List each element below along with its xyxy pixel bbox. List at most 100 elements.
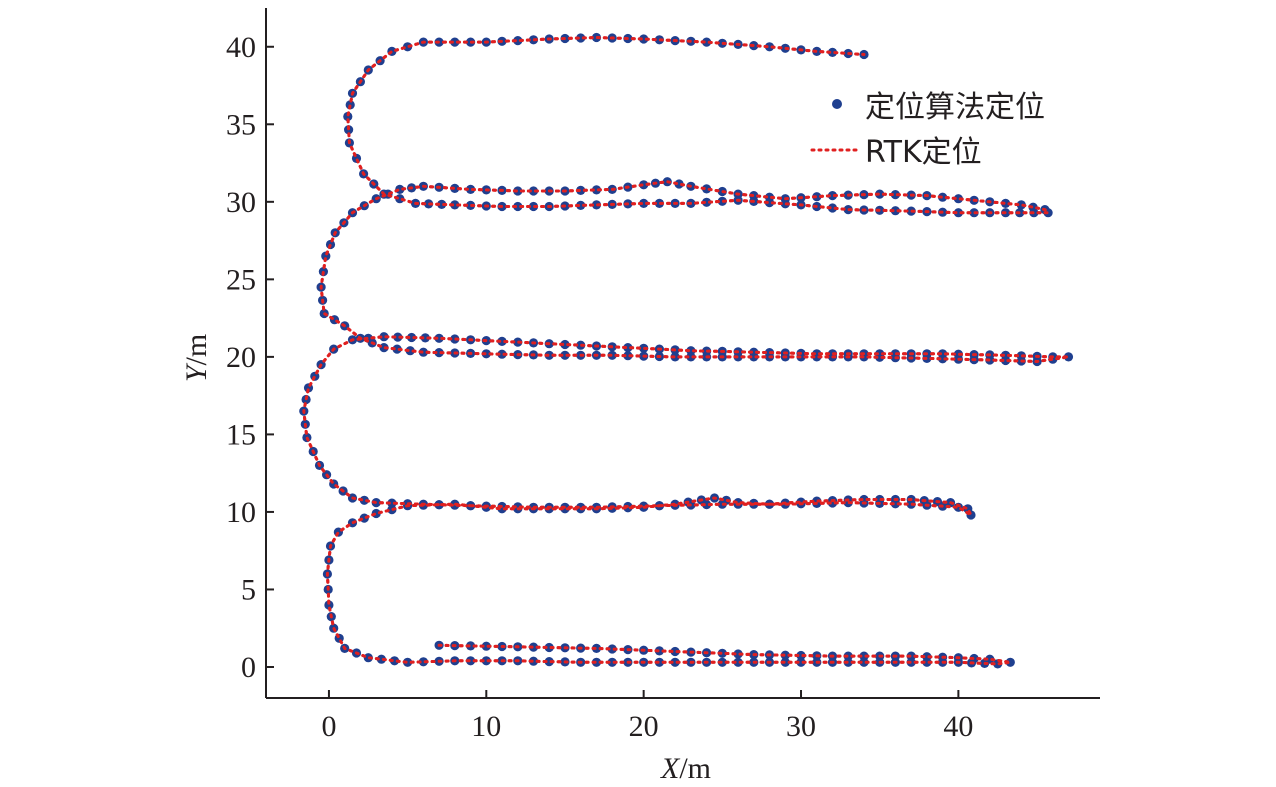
rtk-trajectory-line-overlay: [302, 35, 1069, 666]
legend: 定位算法定位 RTK定位: [810, 90, 1045, 170]
algorithm-point: [1005, 657, 1015, 667]
y-axis-title: Y/m: [180, 334, 213, 382]
algorithm-point: [749, 352, 759, 362]
algorithm-point: [639, 34, 649, 44]
algorithm-point: [389, 656, 400, 666]
algorithm-point: [702, 197, 712, 207]
y-axis-title-unit: /m: [180, 334, 213, 366]
y-tick-label: 5: [241, 573, 256, 606]
algorithm-point: [418, 657, 428, 667]
x-axis-title: X/m: [660, 752, 711, 785]
algorithm-point: [623, 351, 633, 361]
y-ticks: 0 5 10 15 20 25 30 35 40: [226, 31, 274, 684]
legend-marker-icon: [832, 99, 842, 109]
algorithm-point: [343, 111, 353, 122]
algorithm-point: [1063, 352, 1074, 362]
x-axis-title-var: X: [660, 752, 681, 785]
algorithm-point: [922, 657, 932, 667]
algorithm-point: [796, 650, 806, 661]
algorithm-point: [481, 656, 491, 666]
algorithm-point: [890, 499, 901, 509]
algorithm-point: [702, 37, 712, 47]
algorithm-point: [497, 349, 507, 359]
y-tick-label: 40: [226, 31, 256, 64]
algorithm-point: [513, 201, 523, 212]
y-tick-label: 15: [226, 418, 256, 451]
x-axis-title-unit: /m: [679, 752, 711, 785]
algorithm-point: [764, 198, 775, 208]
algorithm-point: [437, 199, 447, 209]
algorithm-point: [393, 332, 403, 342]
algorithm-point: [953, 208, 964, 218]
algorithm-point: [324, 600, 334, 610]
algorithm-point: [938, 354, 948, 364]
x-ticks: 0 10 20 30 40: [321, 690, 973, 743]
y-tick-label: 25: [226, 263, 256, 296]
algorithm-point: [466, 641, 476, 651]
algorithm-point: [434, 348, 444, 358]
y-tick-label: 10: [226, 496, 256, 529]
x-tick-label: 10: [471, 710, 501, 743]
algorithm-point: [953, 194, 964, 204]
algorithm-point: [796, 657, 806, 667]
algorithm-point: [481, 641, 491, 651]
y-axis-title-var: Y: [180, 362, 213, 382]
algorithm-point: [702, 500, 712, 510]
algorithm-point: [560, 350, 570, 360]
algorithm-point: [466, 184, 476, 194]
algorithm-point: [395, 194, 405, 204]
algorithm-point: [890, 206, 901, 216]
algorithm-point: [376, 654, 386, 664]
algorithm-point: [450, 37, 460, 47]
algorithm-point: [639, 180, 649, 190]
algorithm-point: [827, 47, 838, 58]
algorithm-point: [733, 657, 743, 667]
algorithm-point: [607, 657, 617, 667]
y-tick-label: 35: [226, 108, 256, 141]
y-tick-label: 0: [241, 651, 256, 684]
algorithm-point: [670, 646, 680, 657]
algorithm-point: [1001, 198, 1011, 208]
algorithm-point: [1001, 355, 1011, 366]
algorithm-point: [576, 200, 586, 210]
y-tick-label: 30: [226, 186, 256, 219]
algorithm-point: [544, 642, 554, 653]
algorithm-point: [764, 42, 775, 52]
x-tick-label: 40: [943, 710, 973, 743]
algorithm-point: [576, 33, 586, 43]
algorithm-point: [392, 344, 402, 354]
algorithm-point: [733, 649, 743, 659]
x-tick-label: 30: [786, 710, 816, 743]
algorithm-point: [405, 346, 415, 356]
algorithm-point: [859, 657, 869, 667]
algorithm-point: [890, 190, 901, 200]
algorithm-point: [686, 352, 696, 362]
algorithm-point: [670, 657, 680, 667]
algorithm-point: [359, 495, 369, 505]
y-tick-label: 20: [226, 341, 256, 374]
algorithm-point: [674, 179, 684, 189]
algorithm-point: [639, 198, 649, 208]
algorithm-point: [827, 203, 838, 213]
x-tick-label: 0: [321, 710, 336, 743]
algorithm-point: [434, 333, 444, 343]
algorithm-point: [607, 644, 617, 654]
algorithm-point: [450, 200, 460, 210]
algorithm-point: [544, 657, 554, 667]
algorithm-point: [420, 333, 430, 343]
algorithm-point: [403, 42, 413, 52]
algorithm-point: [560, 339, 570, 350]
algorithm-point: [387, 498, 397, 508]
algorithm-point: [407, 332, 417, 343]
legend-label-algorithm: 定位算法定位: [865, 90, 1045, 125]
algorithm-point: [513, 36, 523, 46]
algorithm-point: [379, 332, 389, 342]
x-tick-label: 20: [629, 710, 659, 743]
legend-label-rtk: RTK定位: [865, 135, 982, 170]
algorithm-point: [591, 185, 602, 195]
algorithm-point: [623, 343, 633, 353]
axes: [265, 8, 1100, 699]
algorithm-point: [497, 336, 507, 346]
algorithm-point: [702, 184, 712, 194]
